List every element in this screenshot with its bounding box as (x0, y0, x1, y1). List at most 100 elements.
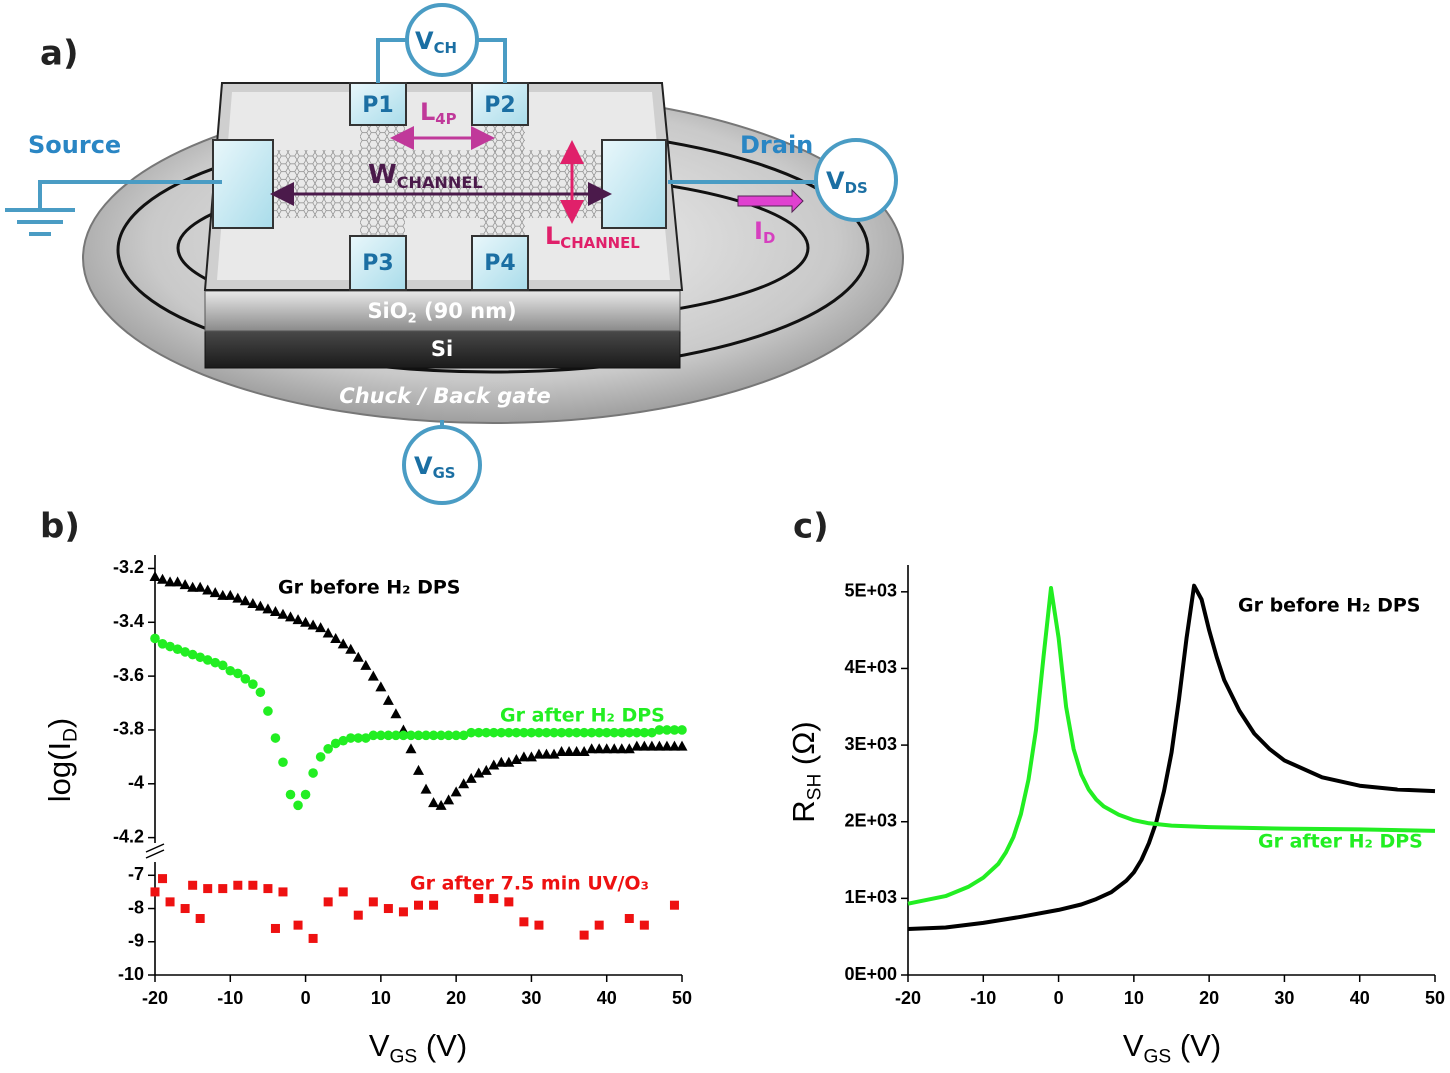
marker (157, 639, 168, 649)
break-mark (145, 843, 165, 853)
marker (624, 914, 634, 923)
subscript: CHANNEL (397, 172, 483, 191)
marker (623, 743, 635, 754)
marker (292, 614, 304, 625)
meter (402, 425, 482, 505)
text-part: W (368, 160, 397, 190)
wire (477, 38, 507, 83)
marker (420, 783, 432, 794)
y-tick-label: -3.4 (113, 611, 144, 631)
drain-pad (601, 139, 667, 229)
x-tick-label: 10 (371, 988, 391, 1008)
marker (496, 727, 507, 738)
marker (188, 880, 198, 890)
marker (495, 756, 507, 767)
marker (376, 730, 386, 741)
y-tick-label: 5E+03 (844, 581, 897, 601)
text-part: V (415, 27, 434, 55)
marker (165, 641, 175, 652)
marker (232, 592, 244, 603)
marker (315, 622, 327, 633)
marker (564, 727, 574, 738)
marker (337, 638, 349, 649)
marker (519, 727, 529, 738)
marker (164, 576, 176, 587)
marker (217, 660, 228, 671)
marker (383, 904, 393, 914)
marker (511, 727, 522, 738)
marker (158, 874, 168, 884)
marker (646, 740, 658, 751)
marker (308, 933, 318, 943)
series-label: Gr after 7.5 min UV/O₃ (410, 873, 649, 895)
wire (376, 38, 407, 83)
text-part: V (414, 452, 433, 480)
text-part: ) (42, 718, 77, 728)
marker (578, 745, 590, 756)
y-tick-label: -7 (128, 864, 144, 884)
subscript: D (60, 728, 81, 742)
marker (202, 584, 214, 595)
marker (594, 920, 604, 930)
marker (631, 740, 643, 751)
marker (270, 733, 281, 743)
marker (398, 730, 409, 741)
marker (293, 920, 303, 930)
marker (263, 706, 273, 716)
l-channel-label: LCHANNEL (545, 222, 640, 252)
source-pad (212, 139, 274, 229)
marker (157, 573, 169, 584)
marker (278, 887, 288, 897)
marker (368, 730, 379, 741)
marker (308, 768, 318, 778)
marker (360, 659, 372, 670)
marker (187, 581, 199, 592)
x-tick-label: 50 (672, 988, 692, 1008)
marker (668, 740, 680, 751)
series-label: Gr after H₂ DPS (500, 705, 665, 727)
marker (473, 767, 485, 778)
marker (210, 657, 221, 668)
marker (466, 727, 477, 738)
marker (541, 727, 552, 738)
marker (504, 897, 514, 907)
marker (450, 786, 462, 797)
marker (677, 725, 687, 735)
marker (300, 616, 312, 627)
meter-label: VCH (415, 27, 457, 57)
x-tick-label: 20 (1199, 988, 1219, 1008)
marker (323, 897, 333, 907)
subscript: GS (433, 464, 456, 482)
marker (632, 727, 642, 738)
marker (262, 603, 274, 614)
marker (180, 904, 190, 914)
charts: -3.2 -3.4 -3.6 -3.8 -4 -4.2 b) log(ID) Gr before… (40, 507, 1445, 1068)
probe-pad (471, 235, 529, 291)
marker (278, 757, 288, 768)
x-tick-label: -20 (142, 988, 168, 1008)
marker (398, 907, 408, 917)
marker (662, 725, 672, 735)
x-tick-label: 40 (1350, 988, 1370, 1008)
marker (616, 727, 627, 738)
marker (473, 727, 484, 738)
break-mark (145, 849, 165, 859)
marker (586, 727, 597, 738)
subscript: CHANNEL (560, 234, 640, 252)
marker (383, 730, 394, 741)
marker (519, 917, 529, 927)
marker (533, 748, 545, 759)
marker (654, 725, 665, 735)
marker (510, 754, 522, 765)
marker (608, 743, 620, 754)
marker (405, 743, 417, 754)
marker (180, 647, 190, 657)
text-part: V (1123, 1028, 1144, 1063)
marker (293, 800, 303, 811)
marker (421, 730, 431, 741)
marker (488, 759, 500, 770)
marker (413, 730, 424, 741)
marker (525, 751, 537, 762)
